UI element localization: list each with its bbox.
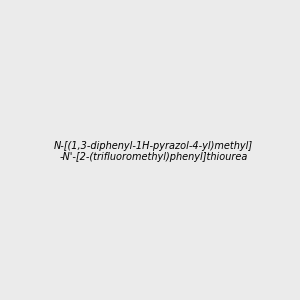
Text: N-[(1,3-diphenyl-1H-pyrazol-4-yl)methyl]
-N'-[2-(trifluoromethyl)phenyl]thiourea: N-[(1,3-diphenyl-1H-pyrazol-4-yl)methyl]…: [54, 141, 253, 162]
